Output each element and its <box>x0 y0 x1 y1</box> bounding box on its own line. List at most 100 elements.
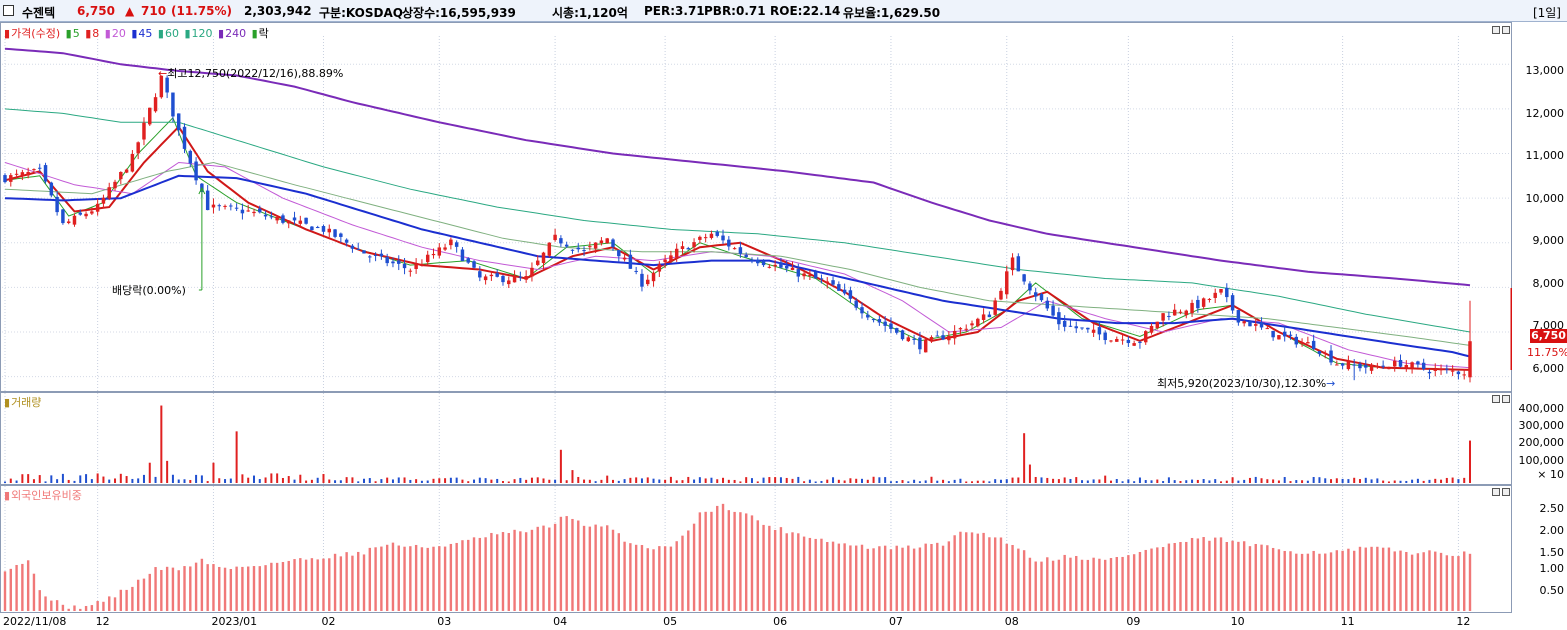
candle-body <box>923 339 928 353</box>
volume-bar <box>444 478 447 483</box>
foreign-bar <box>1127 555 1130 611</box>
foreign-bar <box>924 543 927 611</box>
candle-body <box>1352 364 1356 366</box>
candle-body <box>281 215 285 223</box>
foreign-bar <box>322 558 325 611</box>
candle-body <box>1161 313 1165 321</box>
volume-bar <box>90 479 93 483</box>
foreign-bar <box>1011 545 1014 611</box>
foreign-bar <box>1196 538 1200 611</box>
candle-body <box>1219 289 1223 293</box>
candle-body <box>564 244 569 247</box>
foreign-bar <box>1075 555 1078 611</box>
foreign-bar <box>1034 561 1037 611</box>
candle-body <box>26 172 30 176</box>
volume-bar <box>183 479 186 483</box>
foreign-bar <box>403 546 406 611</box>
volume-bar <box>1416 478 1419 483</box>
volume-bar <box>1104 475 1107 483</box>
candle-body <box>3 175 7 183</box>
volume-pane[interactable] <box>0 392 1512 485</box>
candle-body <box>321 226 326 232</box>
foreign-bar <box>351 555 354 611</box>
foreign-bar <box>947 541 951 611</box>
candle-body <box>1282 331 1287 337</box>
foreign-bar <box>918 547 922 611</box>
market-cap: 시총:1,120억 <box>552 6 628 20</box>
volume-bar <box>316 477 319 483</box>
candle-body <box>727 239 731 247</box>
volume-bar <box>79 475 82 483</box>
candle-body <box>553 234 557 241</box>
foreign-axis[interactable]: 2.50 2.00 1.50 1.00 0.50 <box>1512 485 1567 613</box>
candle-body <box>90 211 94 214</box>
stock-name[interactable]: 수젠텍 <box>22 6 56 20</box>
foreign-bar <box>1237 541 1240 611</box>
foreign-title[interactable]: 외국인보유비중 <box>11 489 82 502</box>
legend-ma120[interactable]: ▮120 <box>184 27 213 40</box>
volume-bar <box>982 480 985 483</box>
legend-ma20[interactable]: ▮20 <box>104 27 126 40</box>
foreign-bar <box>1190 537 1194 611</box>
legend-price[interactable]: ▮가격(수정) <box>4 27 61 40</box>
foreign-bar <box>542 525 545 611</box>
volume-unit: × 10 <box>1537 468 1564 481</box>
reserve-ratio: 유보율:1,629.50 <box>843 6 941 20</box>
candle-body <box>466 258 470 263</box>
foreign-bar <box>571 518 574 611</box>
foreign-bar <box>177 570 180 611</box>
legend-ma60[interactable]: ▮60 <box>157 27 179 40</box>
price-pane[interactable] <box>0 22 1512 392</box>
candle-body <box>617 250 621 257</box>
stock-info-bar: 수젠텍 6,750 ▲ 710 (11.75%) 2,303,942 구분:KO… <box>0 0 1567 22</box>
volume-bar <box>901 480 904 483</box>
candle-body <box>20 172 25 176</box>
foreign-bar <box>1352 550 1356 611</box>
period-selector[interactable]: [1일] <box>1532 6 1561 20</box>
candle-body <box>744 254 748 258</box>
legend-ma45[interactable]: ▮45 <box>131 27 153 40</box>
foreign-bar <box>171 567 175 611</box>
foreign-bar <box>640 545 644 611</box>
candle-body <box>657 264 662 272</box>
volume-maximize-button[interactable] <box>1502 395 1510 403</box>
legend-ma8[interactable]: ▮8 <box>85 27 100 40</box>
volume-title[interactable]: 거래량 <box>11 396 42 409</box>
foreign-bar <box>252 566 256 611</box>
volume-bar <box>1220 481 1223 483</box>
volume-axis[interactable]: 400,000 300,000 200,000 100,000 × 10 <box>1512 392 1567 485</box>
legend-ex-dividend[interactable]: ▮락 <box>251 27 269 40</box>
foreign-bar <box>1312 550 1315 611</box>
candle-body <box>171 92 175 117</box>
foreign-maximize-button[interactable] <box>1502 488 1510 496</box>
volume-minimize-button[interactable] <box>1492 395 1500 403</box>
foreign-pane[interactable] <box>0 485 1512 613</box>
foreign-bar <box>739 512 742 611</box>
volume-bar <box>235 431 238 483</box>
volume-bar <box>96 473 99 483</box>
volume-bar <box>1046 477 1049 483</box>
volume-bar <box>745 477 748 483</box>
foreign-tick: 0.50 <box>1539 584 1565 597</box>
volume-bar <box>930 476 933 483</box>
volume-bar <box>1092 479 1095 483</box>
foreign-bar <box>1254 543 1257 611</box>
volume-bar <box>860 478 863 483</box>
volume-bar <box>1069 478 1072 483</box>
pane-maximize-button[interactable] <box>1502 26 1510 34</box>
price-tick: 11,000 <box>1525 149 1565 162</box>
foreign-bar <box>61 604 65 611</box>
candle-body <box>715 231 719 236</box>
legend-ma5[interactable]: ▮5 <box>65 27 80 40</box>
foreign-minimize-button[interactable] <box>1492 488 1500 496</box>
foreign-bar <box>866 548 869 611</box>
foreign-tick: 1.50 <box>1539 546 1565 559</box>
foreign-bar <box>374 547 377 611</box>
pane-minimize-button[interactable] <box>1492 26 1500 34</box>
foreign-bar <box>791 532 794 611</box>
legend-ma240[interactable]: ▮240 <box>218 27 247 40</box>
select-checkbox[interactable] <box>3 5 14 16</box>
volume-bar <box>224 479 227 483</box>
volume-tick: 400,000 <box>1518 402 1565 415</box>
candle-body <box>287 220 291 224</box>
